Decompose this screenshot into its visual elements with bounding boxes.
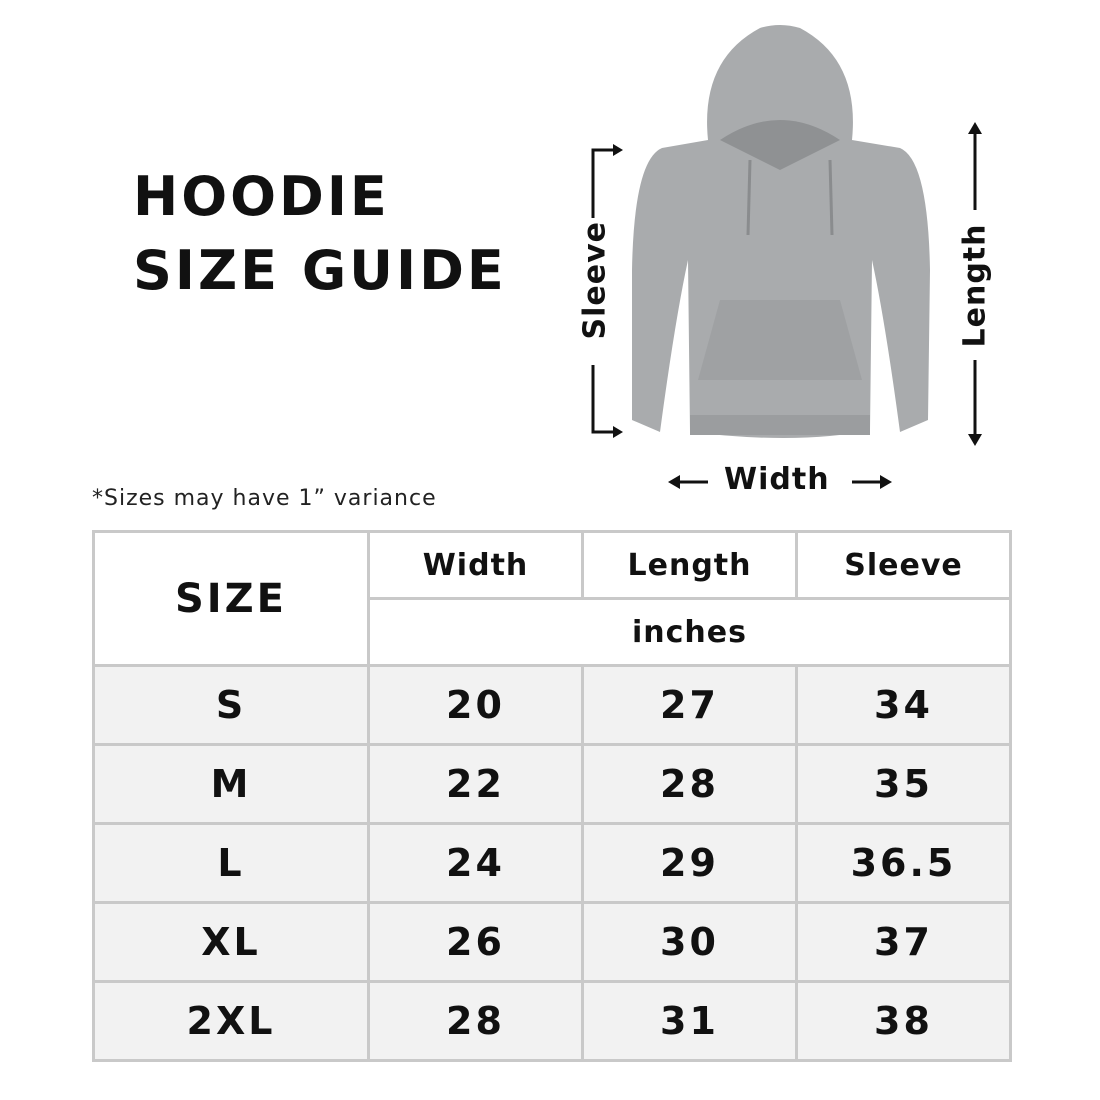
cell-size: L [92,822,370,904]
cell-sleeve: 36.5 [795,822,1012,904]
cell-sleeve: 34 [795,664,1012,746]
header-width: Width [367,530,584,600]
cell-width: 26 [367,901,584,983]
header-row: SIZE Width Length Sleeve [92,530,1012,667]
cell-length: 31 [581,980,798,1062]
header-length: Length [581,530,798,600]
size-table: SIZE Width Length Sleeve inches S 20 27 34 M… [92,530,1012,1062]
hoodie-image [632,25,930,439]
table-row: M 22 28 35 [92,743,1012,825]
page-title: HOODIE SIZE GUIDE [133,160,507,308]
table-row: 2XL 28 31 38 [92,980,1012,1062]
header-sleeve: Sleeve [795,530,1012,600]
table-row: S 20 27 34 [92,664,1012,746]
cell-size: 2XL [92,980,370,1062]
sleeve-label: Sleeve [577,221,613,340]
cell-width: 22 [367,743,584,825]
title-line-1: HOODIE [133,165,390,228]
width-right-arrow-icon [852,475,892,489]
cell-width: 20 [367,664,584,746]
table-row: XL 26 30 37 [92,901,1012,983]
cell-length: 29 [581,822,798,904]
title-line-2: SIZE GUIDE [133,239,507,302]
cell-size: M [92,743,370,825]
cell-size: XL [92,901,370,983]
cell-width: 28 [367,980,584,1062]
cell-width: 24 [367,822,584,904]
cell-length: 28 [581,743,798,825]
variance-note: *Sizes may have 1” variance [92,486,437,511]
width-left-arrow-icon [668,475,708,489]
cell-sleeve: 38 [795,980,1012,1062]
unit-row: inches [94,597,1012,667]
cell-size: S [92,664,370,746]
sleeve-arrow-icon [591,144,623,438]
length-arrow-icon [968,122,982,446]
unit-label: inches [367,597,1012,667]
cell-sleeve: 37 [795,901,1012,983]
cell-sleeve: 35 [795,743,1012,825]
cell-length: 30 [581,901,798,983]
width-label: Width [724,462,830,497]
table-row: L 24 29 36.5 [92,822,1012,904]
cell-length: 27 [581,664,798,746]
length-label: Length [957,223,993,348]
size-header: SIZE [92,530,370,667]
